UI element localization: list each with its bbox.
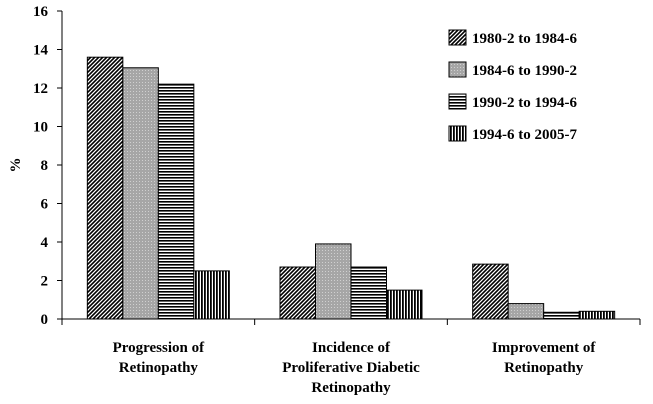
y-tick-label: 16 [33,4,49,20]
bar [86,56,124,320]
bar [507,303,545,320]
legend-swatch [448,125,467,142]
bar [157,83,195,320]
legend-label: 1980-2 to 1984-6 [472,31,577,47]
bar [315,243,352,320]
y-tick-label: 2 [41,274,49,290]
y-tick-label: 10 [33,120,48,136]
y-tick-label: 14 [33,43,49,59]
legend-label: 1984-6 to 1990-2 [472,63,577,79]
bar [578,310,616,320]
bar [279,266,316,320]
category-label: Retinopathy [311,380,391,396]
legend-swatch [448,61,467,78]
y-tick-labels: 0 2 4 6 8 10 12 14 16 [33,4,49,328]
bar [472,263,509,320]
category-labels: Progression of Retinopathy Incidence of Pro… [113,340,597,396]
bar [386,289,423,320]
y-tick-label: 8 [41,158,49,174]
category-label: Retinopathy [504,360,584,376]
category-label: Improvement of [492,340,596,356]
legend-label: 1990-2 to 1994-6 [472,95,577,111]
category-label: Progression of [113,340,206,356]
legend-swatch [448,93,467,110]
legend: 1980-2 to 1984-6 1984-6 to 1990-2 1990-2 t… [441,15,633,148]
category-label: Incidence of [312,340,391,356]
y-tick-label: 6 [41,197,49,213]
y-tick-label: 12 [33,81,48,97]
axes-group [57,10,641,325]
y-axis-label: % [8,158,24,173]
legend-swatch [448,29,467,46]
y-tick-label: 4 [41,235,49,251]
bar [122,67,159,320]
bar [350,266,387,320]
legend-label: 1994-6 to 2005-7 [472,127,577,143]
category-label: Proliferative Diabetic [282,360,420,376]
bars-group [86,56,616,320]
bar [543,311,580,320]
bar [193,270,230,320]
category-label: Retinopathy [119,360,199,376]
y-tick-label: 0 [41,312,49,328]
